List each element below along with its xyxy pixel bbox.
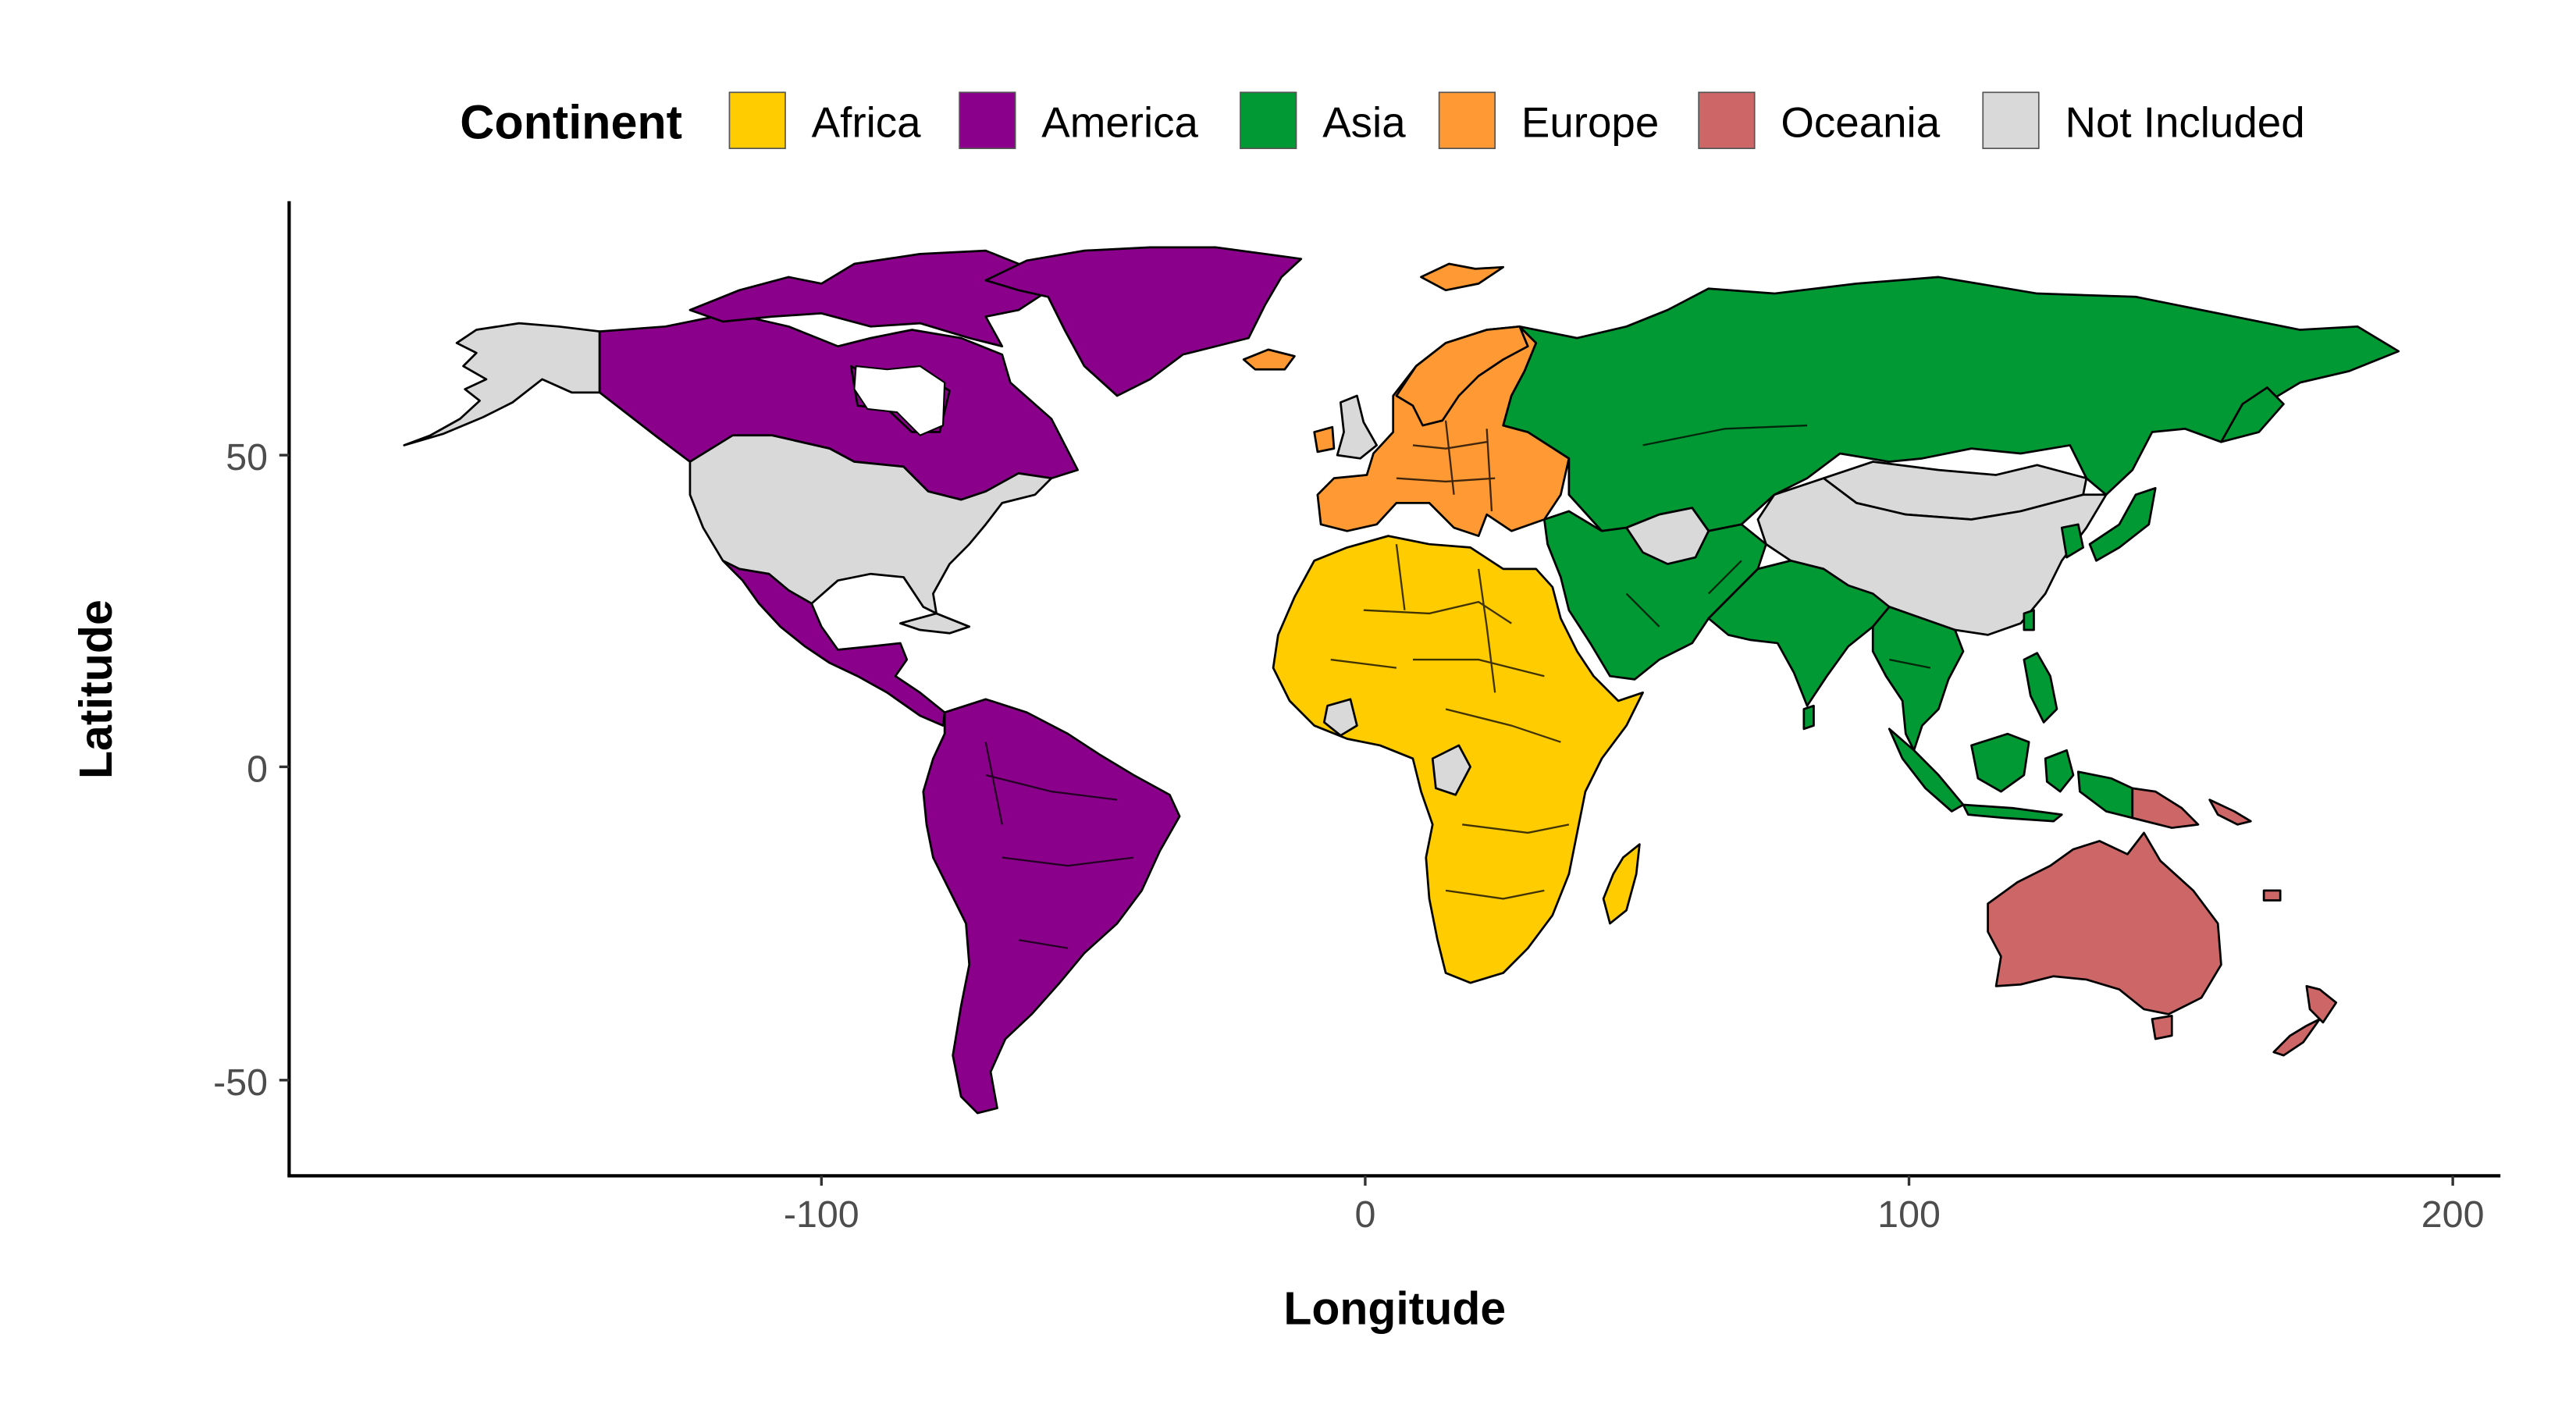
legend-label-europe: Europe (1521, 98, 1659, 146)
x-tick-label: 200 (2421, 1193, 2485, 1236)
legend-swatch-oceania (1698, 91, 1756, 149)
x-tick-label: 0 (1354, 1193, 1375, 1236)
region-borneo (1970, 732, 2030, 793)
region-fiji (2262, 889, 2282, 902)
legend-swatch-africa (728, 91, 786, 149)
region-alaska (403, 322, 601, 446)
border-lines-asia (1625, 424, 1931, 669)
region-japan (2088, 486, 2157, 562)
legend-label-america: America (1041, 98, 1198, 146)
legend-swatch-america (959, 91, 1016, 149)
region-philippines (2023, 652, 2058, 724)
region-new-zealand-north (2305, 985, 2338, 1024)
region-svalbard (1420, 262, 1505, 292)
region-kazakhstan-south (1625, 507, 1710, 565)
x-axis-title: Longitude (1283, 1282, 1506, 1334)
region-congo-area (1431, 744, 1471, 796)
legend-label-not-included: Not Included (2065, 98, 2304, 146)
region-sulawesi (2044, 749, 2075, 793)
region-madagascar (1602, 843, 1641, 925)
legend-swatch-not-included (1982, 91, 2040, 149)
region-sumatra (1888, 727, 1965, 813)
region-scandinavia (1395, 325, 1529, 427)
region-united-kingdom (1336, 394, 1379, 460)
legend-title: Continent (460, 95, 682, 148)
country-borders (984, 420, 1931, 949)
region-pacific-islands (2208, 799, 2252, 826)
region-hudson-bay (853, 365, 946, 436)
region-liberia-area (1322, 698, 1358, 737)
legend: Continent Africa America Asia Europe Oce… (460, 91, 2305, 149)
region-tasmania (2151, 1015, 2173, 1040)
region-java (1962, 803, 2063, 823)
y-tick-label: 0 (247, 748, 268, 790)
region-kamchatka (2220, 386, 2285, 443)
region-south-america (922, 698, 1181, 1115)
x-tick-label: 100 (1877, 1193, 1941, 1236)
axes: 50 0 -50 -100 0 100 200 Longitude Latitu… (70, 201, 2501, 1335)
border-lines-south-america (984, 742, 1134, 949)
border-lines-europe (1396, 420, 1496, 511)
legend-swatch-asia (1240, 91, 1297, 149)
region-iceland (1242, 348, 1296, 371)
legend-label-asia: Asia (1322, 98, 1406, 146)
region-southeast-asia (1871, 606, 1965, 752)
legend-swatch-europe (1438, 91, 1496, 149)
region-papua-new-guinea (2131, 787, 2200, 829)
y-tick-label: 50 (226, 436, 268, 478)
region-western-new-guinea (2076, 770, 2134, 820)
y-axis-title: Latitude (70, 599, 122, 779)
region-taiwan (2023, 609, 2035, 631)
region-canada-arctic-islands (688, 249, 1069, 348)
region-mexico-central-america (721, 559, 946, 727)
region-greenland (984, 246, 1303, 397)
x-tick-label: -100 (784, 1193, 859, 1236)
y-tick-label: -50 (213, 1062, 268, 1104)
region-sri-lanka (1802, 704, 1815, 731)
legend-label-oceania: Oceania (1781, 98, 1940, 146)
region-korea (2060, 523, 2084, 559)
region-ireland (1313, 425, 1336, 454)
region-caribbean (898, 612, 971, 635)
border-lines-africa (1330, 544, 1570, 900)
region-australia (1987, 831, 2222, 1016)
legend-label-africa: Africa (812, 98, 921, 146)
map-landmasses (403, 246, 2400, 1115)
region-new-zealand-south (2272, 1018, 2322, 1057)
